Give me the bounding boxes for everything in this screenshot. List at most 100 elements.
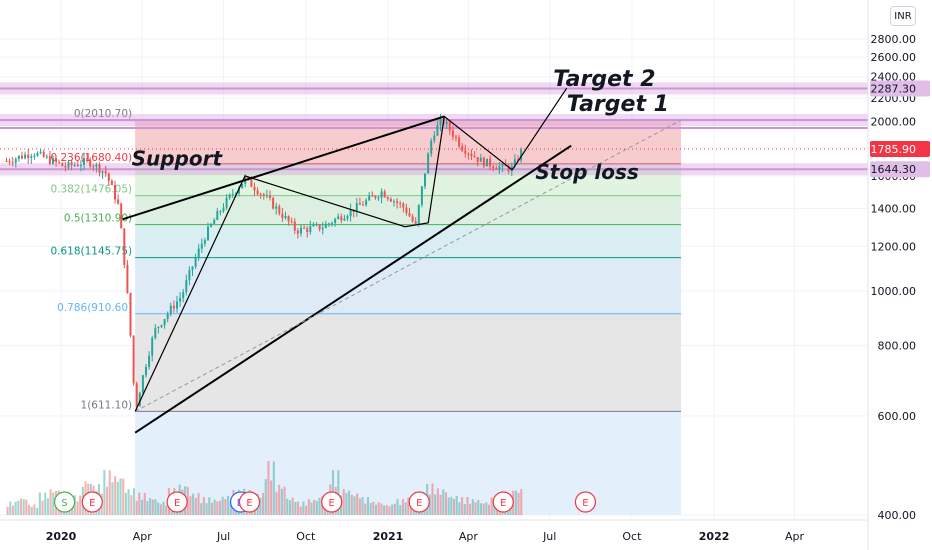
candle-body: [470, 153, 473, 157]
volume-bar: [28, 504, 31, 515]
volume-bar: [30, 506, 33, 515]
candle-body: [95, 164, 98, 167]
volume-bar: [458, 502, 461, 515]
candle-body: [253, 186, 256, 191]
candle-body: [21, 155, 23, 159]
price-tick-label: 1000.00: [871, 285, 917, 298]
volume-bar: [369, 503, 372, 515]
event-marker[interactable]: E: [321, 491, 343, 513]
candle-body: [436, 125, 439, 136]
volume-bar: [350, 494, 353, 515]
candle-body: [145, 366, 147, 376]
volume-bar: [165, 505, 168, 515]
volume-bar: [372, 501, 375, 515]
candle-body: [451, 130, 454, 137]
volume-bar: [17, 500, 20, 515]
volume-bar: [356, 493, 359, 515]
volume-bar: [444, 492, 448, 515]
event-marker-circle: [408, 491, 430, 513]
volume-bar: [44, 492, 47, 515]
volume-bar: [291, 497, 294, 515]
candle-body: [154, 328, 157, 338]
volume-bar: [9, 501, 12, 515]
event-marker-circle: [166, 491, 188, 513]
candle-body: [420, 186, 423, 205]
volume-bar: [477, 500, 480, 515]
event-marker[interactable]: E: [166, 491, 188, 513]
time-tick-label: Apr: [133, 530, 153, 543]
volume-bar: [407, 497, 410, 515]
volume-bar: [202, 497, 205, 515]
volume-bar: [103, 470, 106, 515]
volume-bar: [461, 497, 464, 515]
event-marker[interactable]: E: [492, 491, 514, 513]
volume-bar: [377, 502, 380, 515]
fib-level-label: 0.382(1476.05): [50, 184, 132, 196]
candle-body: [315, 224, 318, 226]
event-marker-label: E: [329, 498, 335, 509]
price-tick-label: 600.00: [878, 410, 917, 423]
volume-bar: [79, 495, 82, 515]
candle-body: [123, 228, 126, 265]
plot-area: 0(2010.70) 0.236(1680.40) 0.382(1476.05) 0.…: [0, 0, 868, 520]
candle-body: [402, 203, 405, 208]
volume-bar: [270, 480, 273, 515]
volume-bar: [19, 498, 23, 515]
candle-body: [399, 203, 402, 205]
candle-body: [318, 224, 321, 230]
volume-bar: [404, 502, 407, 515]
candle-body: [265, 195, 268, 197]
volume-bar: [283, 486, 286, 515]
candle-body: [424, 173, 426, 187]
volume-bar: [33, 504, 36, 515]
candle-body: [238, 188, 240, 194]
candle-body: [486, 158, 488, 167]
candle-body: [445, 122, 448, 124]
candle-body: [272, 197, 275, 209]
candle-body: [151, 337, 154, 356]
candle-body: [5, 161, 8, 163]
volume-bar: [275, 491, 278, 515]
price-tick-label: 2400.00: [871, 71, 917, 84]
volume-bar: [299, 506, 302, 515]
volume-bar: [305, 505, 308, 515]
candle-body: [58, 162, 61, 164]
volume-bar: [307, 499, 310, 515]
event-marker[interactable]: E: [238, 491, 261, 513]
event-marker-circle: [321, 491, 343, 513]
candle-body: [303, 227, 306, 229]
candle-body: [83, 158, 85, 165]
currency-button[interactable]: INR: [890, 6, 916, 26]
event-marker[interactable]: E: [81, 491, 103, 513]
volume-bar: [267, 461, 270, 515]
candle-body: [203, 240, 206, 244]
event-marker[interactable]: E: [574, 491, 597, 513]
event-marker[interactable]: E: [408, 491, 430, 513]
volume-bar: [229, 500, 232, 515]
candle-body: [222, 207, 225, 212]
volume-bar: [342, 489, 345, 515]
candle-body: [349, 209, 352, 217]
candle-body: [45, 156, 48, 158]
volume-bar: [221, 496, 224, 515]
candle-body: [182, 291, 185, 298]
level-price-badge-text: 1644.30: [871, 163, 917, 176]
volume-bar: [194, 498, 197, 515]
volume-bar: [401, 498, 404, 515]
volume-bar: [119, 478, 122, 515]
volume-bar: [41, 500, 44, 515]
volume-bar: [337, 470, 340, 515]
volume-bar: [447, 497, 450, 515]
price-tick-label: 800.00: [878, 339, 917, 352]
dashed-trendline: [134, 119, 682, 412]
event-marker[interactable]: S: [53, 491, 76, 513]
candle-body: [176, 301, 178, 309]
candle-body: [383, 191, 386, 198]
volume-bar: [278, 484, 281, 515]
candle-body: [327, 223, 330, 225]
candle-body: [39, 151, 42, 153]
event-marker-label: E: [582, 498, 588, 509]
level-price-badge: [870, 161, 930, 178]
candle-body: [234, 193, 237, 195]
